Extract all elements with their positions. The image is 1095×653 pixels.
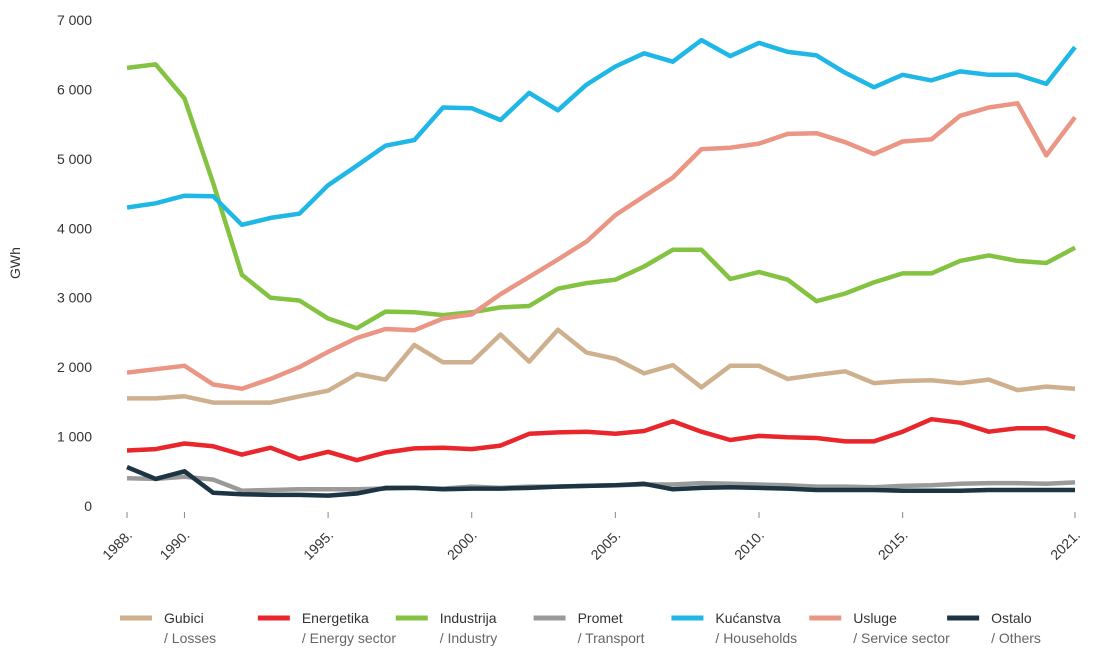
legend-label: Gubici	[164, 610, 204, 626]
legend-sublabel: / Transport	[578, 630, 645, 646]
y-tick-label: 5 000	[57, 151, 92, 167]
series-line	[126, 465, 1075, 498]
x-tick-label: 2005.	[587, 527, 623, 563]
x-tick-label: 2015.	[875, 527, 911, 563]
y-tick-label: 4 000	[57, 220, 92, 236]
y-tick-label: 2 000	[57, 359, 92, 375]
x-tick-label: 2010.	[731, 527, 767, 563]
y-tick-label: 1 000	[57, 429, 92, 445]
legend-label: Promet	[578, 610, 623, 626]
legend-label: Usluge	[853, 610, 897, 626]
x-tick-label: 2000.	[444, 527, 480, 563]
series-line	[126, 62, 1077, 331]
legend-sublabel: / Energy sector	[302, 630, 396, 646]
legend-sublabel: / Households	[715, 630, 797, 646]
y-axis-label: GWh	[7, 247, 23, 279]
legend-label: Industrija	[440, 610, 497, 626]
x-tick-label: 1988.	[99, 527, 135, 563]
series-line	[126, 101, 1077, 391]
series-line	[126, 37, 1077, 228]
legend-sublabel: / Others	[991, 630, 1041, 646]
y-tick-label: 7 000	[57, 12, 92, 28]
legend-label: Ostalo	[991, 610, 1032, 626]
legend-sublabel: / Service sector	[853, 630, 950, 646]
legend-sublabel: / Industry	[440, 630, 498, 646]
x-tick-label: 1995.	[300, 527, 336, 563]
legend-label: Energetika	[302, 610, 369, 626]
x-tick-label: 1990.	[156, 527, 192, 563]
y-tick-label: 6 000	[57, 81, 92, 97]
legend-label: Kućanstva	[715, 610, 781, 626]
x-tick-label: 2021.	[1047, 527, 1083, 563]
series-line	[127, 327, 1076, 405]
y-tick-label: 3 000	[57, 290, 92, 306]
series-line	[126, 416, 1076, 463]
legend-sublabel: / Losses	[164, 630, 216, 646]
y-tick-label: 0	[84, 498, 92, 514]
